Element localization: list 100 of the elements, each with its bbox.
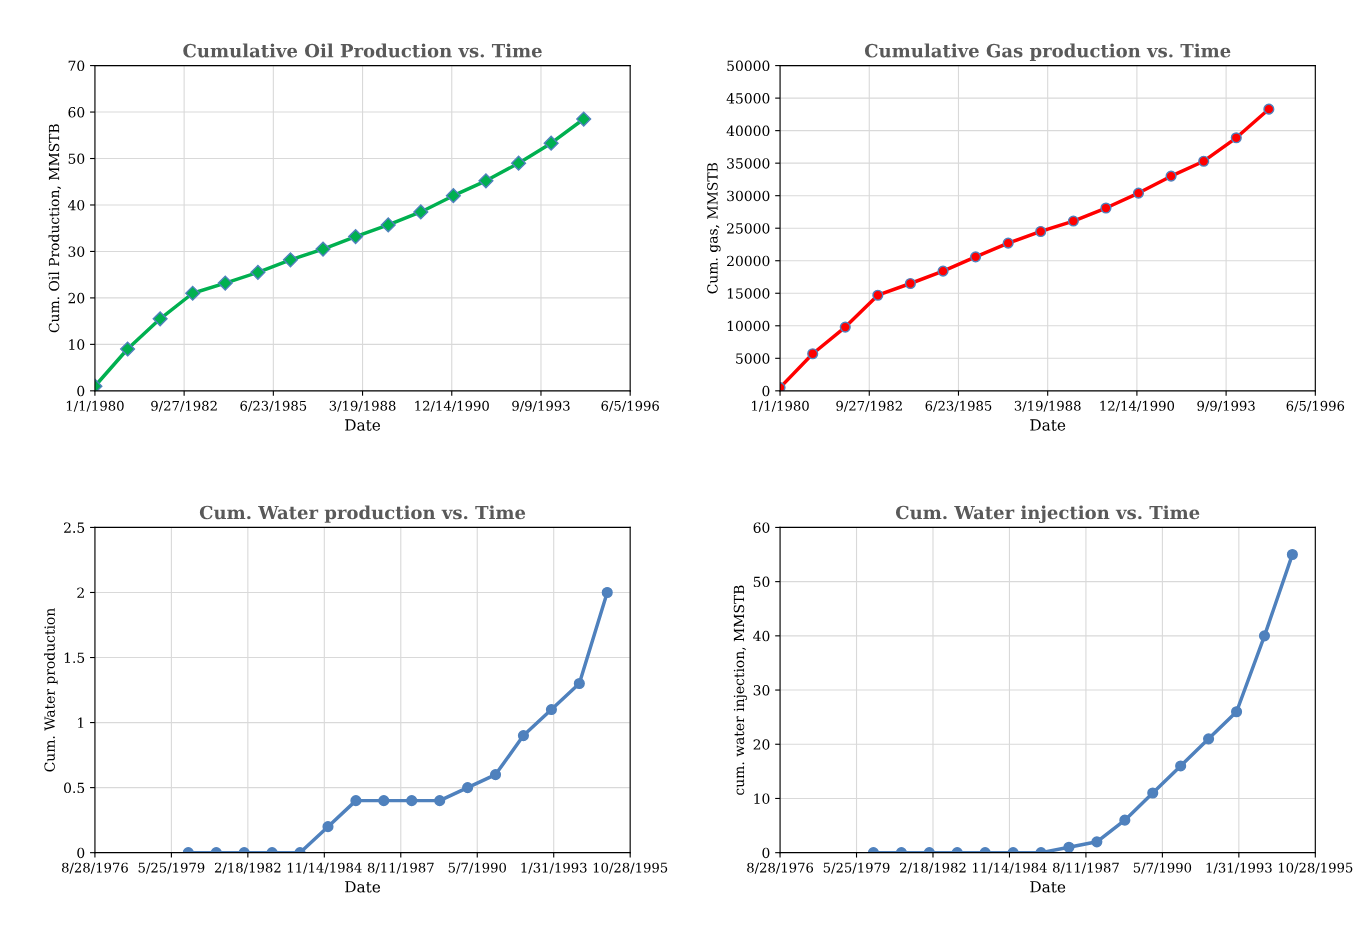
x-tick-label: 3/19/1988	[1014, 400, 1081, 412]
point	[1258, 630, 1271, 642]
point	[413, 204, 429, 220]
x-axis-title: Date	[345, 881, 381, 893]
x-tick-label: 6/5/1996	[1286, 400, 1345, 412]
y-tick-label: 0.5	[64, 782, 85, 794]
point	[1091, 836, 1103, 848]
point	[1100, 202, 1112, 214]
point	[250, 264, 266, 280]
x-tick-label: 9/9/1993	[1197, 400, 1255, 412]
x-tick-label: 6/23/1985	[240, 400, 307, 412]
point	[322, 821, 334, 833]
point	[576, 111, 592, 127]
point	[1198, 155, 1210, 167]
x-tick-label: 1/1/1980	[752, 400, 809, 412]
point	[1175, 760, 1187, 772]
x-tick-label: 3/19/1988	[329, 400, 396, 412]
x-tick-label: 8/28/1976	[747, 862, 814, 874]
chart-title: Cumulative Gas production vs. Time	[864, 43, 1231, 62]
y-axis-title: Cum. gas, MMSTB	[707, 162, 721, 294]
y-tick-label: 0	[77, 385, 85, 397]
point	[1165, 170, 1177, 182]
y-tick-label: 20	[753, 739, 770, 750]
x-tick-label: 8/28/1976	[61, 862, 128, 874]
point	[406, 795, 418, 807]
point	[1263, 103, 1275, 115]
y-axis-title: cum. water injection, MMSTB	[733, 585, 748, 795]
x-axis-title: Date	[1030, 419, 1066, 431]
point	[445, 188, 461, 204]
y-tick-label: 15000	[727, 288, 770, 299]
x-tick-label: 9/27/1982	[151, 400, 217, 412]
point	[217, 275, 233, 291]
y-tick-label: 30	[68, 246, 85, 257]
y-tick-label: 35000	[727, 158, 770, 169]
point	[489, 769, 502, 781]
y-tick-label: 45000	[726, 93, 770, 104]
x-axis-title: Date	[345, 419, 381, 431]
y-tick-label: 2.5	[64, 522, 85, 533]
point	[1286, 548, 1298, 561]
y-tick-label: 20	[68, 292, 85, 304]
point	[348, 229, 364, 245]
point	[1035, 225, 1047, 238]
y-axis-title: Cum. Oil Production, MMSTB	[48, 124, 61, 333]
y-tick-label: 25000	[727, 223, 770, 234]
point	[970, 251, 982, 263]
point	[378, 795, 390, 807]
y-tick-label: 5000	[736, 353, 770, 364]
y-axis-title: Cum. Water production	[44, 608, 58, 772]
point	[1067, 215, 1079, 227]
x-tick-label: 2/18/1982	[214, 862, 281, 874]
point	[1147, 787, 1159, 799]
x-tick-label: 9/9/1993	[512, 400, 570, 412]
x-tick-label: 5/7/1990	[1133, 862, 1192, 874]
x-tick-label: 8/11/1987	[1052, 862, 1119, 874]
point	[152, 311, 168, 327]
point	[543, 135, 559, 151]
y-tick-label: 30000	[727, 190, 770, 202]
point	[315, 241, 331, 257]
point	[517, 730, 529, 742]
chart-title: Cumulative Oil Production vs. Time	[183, 43, 542, 58]
x-tick-label: 12/14/1990	[415, 400, 489, 412]
point	[839, 321, 851, 333]
point	[511, 155, 527, 171]
point	[601, 586, 613, 599]
y-tick-label: 40	[753, 630, 770, 642]
x-tick-label: 6/23/1985	[925, 400, 992, 412]
point	[1063, 841, 1075, 853]
x-tick-label: 5/25/1979	[138, 862, 205, 874]
point	[478, 173, 494, 189]
y-tick-label: 10000	[727, 320, 770, 332]
y-tick-label: 1	[78, 717, 84, 728]
x-tick-label: 11/14/1984	[973, 862, 1047, 874]
point	[1231, 706, 1243, 718]
y-tick-label: 50	[753, 576, 770, 588]
y-tick-label: 10	[754, 793, 770, 804]
x-axis-title: Date	[1030, 881, 1066, 893]
x-tick-label: 1/31/1993	[1206, 862, 1272, 874]
x-tick-label: 10/28/1995	[1278, 862, 1353, 874]
y-tick-label: 0	[762, 385, 770, 397]
x-tick-label: 9/27/1982	[836, 400, 902, 412]
point	[185, 285, 201, 301]
point	[937, 265, 949, 277]
y-tick-label: 1.5	[64, 652, 85, 663]
x-tick-label: 2/18/1982	[900, 862, 966, 874]
x-tick-label: 1/1/1980	[66, 400, 124, 412]
point	[573, 677, 585, 690]
chart-title: Cum. Water production vs. Time	[199, 505, 526, 523]
point	[904, 277, 916, 290]
point	[282, 252, 299, 268]
point	[350, 795, 362, 807]
point	[120, 341, 136, 357]
point	[1119, 814, 1131, 826]
point	[545, 704, 557, 716]
point	[462, 782, 474, 794]
point	[380, 217, 396, 233]
y-tick-label: 40	[67, 199, 85, 211]
x-tick-label: 6/5/1996	[601, 400, 659, 412]
x-tick-label: 5/7/1990	[448, 862, 506, 874]
x-tick-label: 10/28/1995	[593, 862, 668, 874]
point	[1132, 187, 1145, 199]
